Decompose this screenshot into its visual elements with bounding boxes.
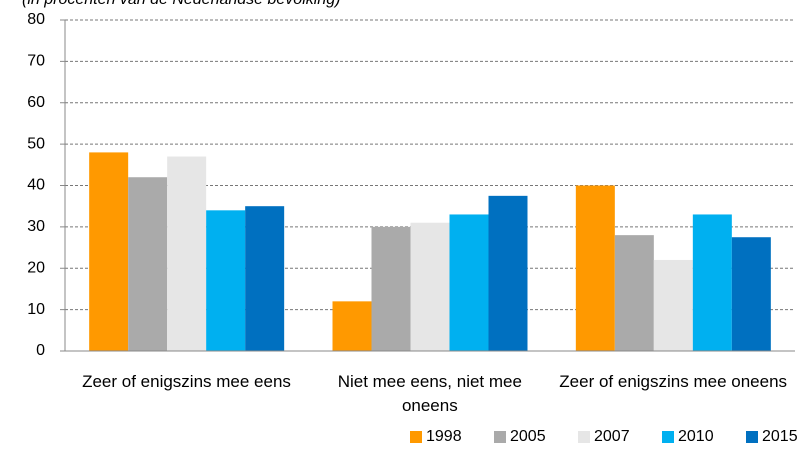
bar <box>410 222 450 351</box>
x-tick-label: Niet mee eens, niet mee oneens <box>337 372 522 415</box>
bar <box>614 235 654 351</box>
legend-swatch <box>578 431 590 443</box>
bar <box>167 156 207 351</box>
bar <box>371 226 411 351</box>
legend-swatch <box>746 431 758 443</box>
legend-swatch <box>662 431 674 443</box>
bar <box>731 237 771 351</box>
bar <box>692 214 732 351</box>
bar <box>128 177 168 351</box>
y-tick-label: 50 <box>27 135 45 152</box>
legend-label: 2005 <box>510 428 546 445</box>
y-tick-label: 70 <box>27 53 45 70</box>
x-tick-label: Zeer of enigszins mee oneens <box>559 372 788 391</box>
bar <box>575 185 615 351</box>
y-tick-label: 0 <box>36 342 45 359</box>
y-tick-label: 40 <box>27 177 45 194</box>
y-tick-label: 20 <box>27 259 45 276</box>
x-tick-label: Zeer of enigszins mee eens <box>82 372 291 391</box>
legend-swatch <box>494 431 506 443</box>
y-tick-label: 80 <box>27 11 45 28</box>
bar <box>206 210 246 351</box>
y-tick-label: 30 <box>27 218 45 235</box>
bar <box>245 206 285 351</box>
legend-label: 2010 <box>678 428 714 445</box>
bar <box>653 259 693 351</box>
legend-swatch <box>410 431 422 443</box>
bar <box>89 152 129 351</box>
legend-label: 2007 <box>594 428 630 445</box>
legend-label: 2015 <box>762 428 798 445</box>
bar <box>449 214 489 351</box>
y-tick-label: 60 <box>27 94 45 111</box>
legend-label: 1998 <box>426 428 462 445</box>
bar <box>332 301 372 351</box>
y-tick-label: 10 <box>27 301 45 318</box>
bar <box>488 195 528 351</box>
chart-subtitle: (in procenten van de Nederlandse bevolki… <box>22 0 340 8</box>
